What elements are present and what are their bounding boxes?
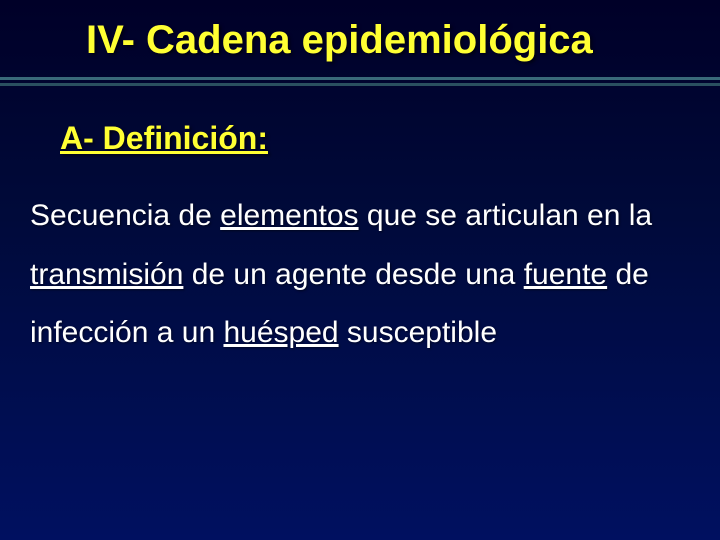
title-divider — [0, 77, 720, 86]
divider-line-1 — [0, 77, 720, 80]
body-underline-4: huésped — [223, 316, 338, 349]
body-underline-2: transmisión — [30, 258, 183, 291]
slide-title: IV- Cadena epidemiológica — [0, 0, 720, 73]
body-underline-1: elementos — [220, 199, 358, 232]
slide-subtitle: A- Definición: — [0, 86, 720, 157]
slide: IV- Cadena epidemiológica A- Definición:… — [0, 0, 720, 540]
slide-body: Secuencia de elementos que se articulan … — [0, 157, 720, 363]
body-text-2: que se articulan en la — [359, 199, 653, 232]
body-underline-3: fuente — [524, 258, 607, 291]
body-text-3: de un agente desde una — [183, 258, 523, 291]
body-text-5: susceptible — [339, 316, 497, 349]
body-text-1: Secuencia de — [30, 199, 220, 232]
